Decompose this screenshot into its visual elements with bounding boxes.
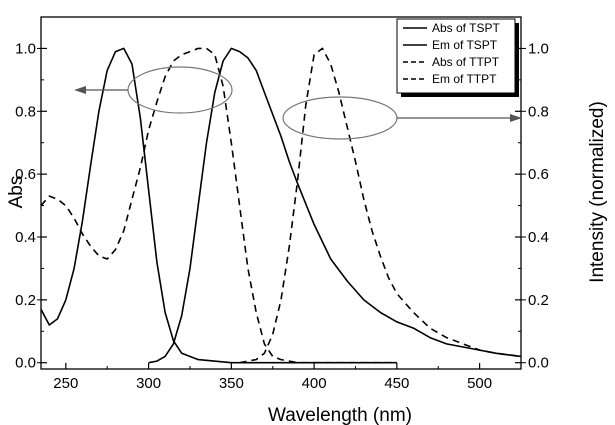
y-axis-title-right: Intensity (normalized) [587, 101, 608, 283]
abs-ellipse-annotation [127, 66, 233, 114]
plot-area [40, 16, 522, 370]
y-tick-label-left: 0.4 [15, 229, 36, 246]
legend: Abs of TSPT Em of TSPT Abs of TTPT Em of TT… [396, 18, 519, 97]
axis-group: 250 300 350 400 450 500 0.0 0.2 0.4 0.6 0.8 1.0 0.0 0… [15, 40, 549, 392]
em-ellipse-annotation [282, 96, 398, 140]
series-line-abs-of-tspt [41, 47, 397, 364]
abs-arrow-head [74, 86, 86, 94]
em-arrow-head [510, 114, 522, 122]
y-tick-label-left: 0.6 [15, 166, 36, 183]
x-tick-label: 450 [384, 375, 409, 392]
annotation-group [74, 66, 522, 140]
y-tick-label-right: 0.0 [528, 355, 549, 372]
x-tick-label: 300 [136, 375, 161, 392]
x-tick-label: 350 [219, 375, 244, 392]
series-group [41, 47, 521, 364]
series-line-em-of-tspt [148, 47, 521, 364]
legend-label: Abs of TSPT [432, 21, 500, 35]
legend-label: Abs of TTPT [432, 55, 500, 69]
x-tick-label: 400 [302, 375, 327, 392]
y-tick-label-left: 0.2 [15, 292, 36, 309]
y-tick-label-left: 0.0 [15, 355, 36, 372]
x-axis-title: Wavelength (nm) [268, 405, 412, 425]
x-tick-label: 500 [467, 375, 492, 392]
legend-box [396, 18, 516, 94]
y-tick-label-left: 1.0 [15, 40, 36, 57]
x-tick-label: 250 [53, 375, 78, 392]
legend-label: Em of TSPT [432, 38, 498, 52]
y-tick-label-right: 0.4 [528, 229, 549, 246]
series-line-abs-of-ttpt [41, 47, 397, 364]
legend-label: Em of TTPT [432, 72, 497, 86]
y-tick-label-left: 0.8 [15, 103, 36, 120]
y-tick-label-right: 0.8 [528, 103, 549, 120]
y-tick-label-right: 0.2 [528, 292, 549, 309]
y-tick-label-right: 1.0 [528, 40, 549, 57]
series-line-em-of-ttpt [239, 47, 521, 364]
plot-frame [40, 16, 522, 370]
y-axis-title-left: Abs [6, 176, 27, 209]
y-tick-label-right: 0.6 [528, 166, 549, 183]
